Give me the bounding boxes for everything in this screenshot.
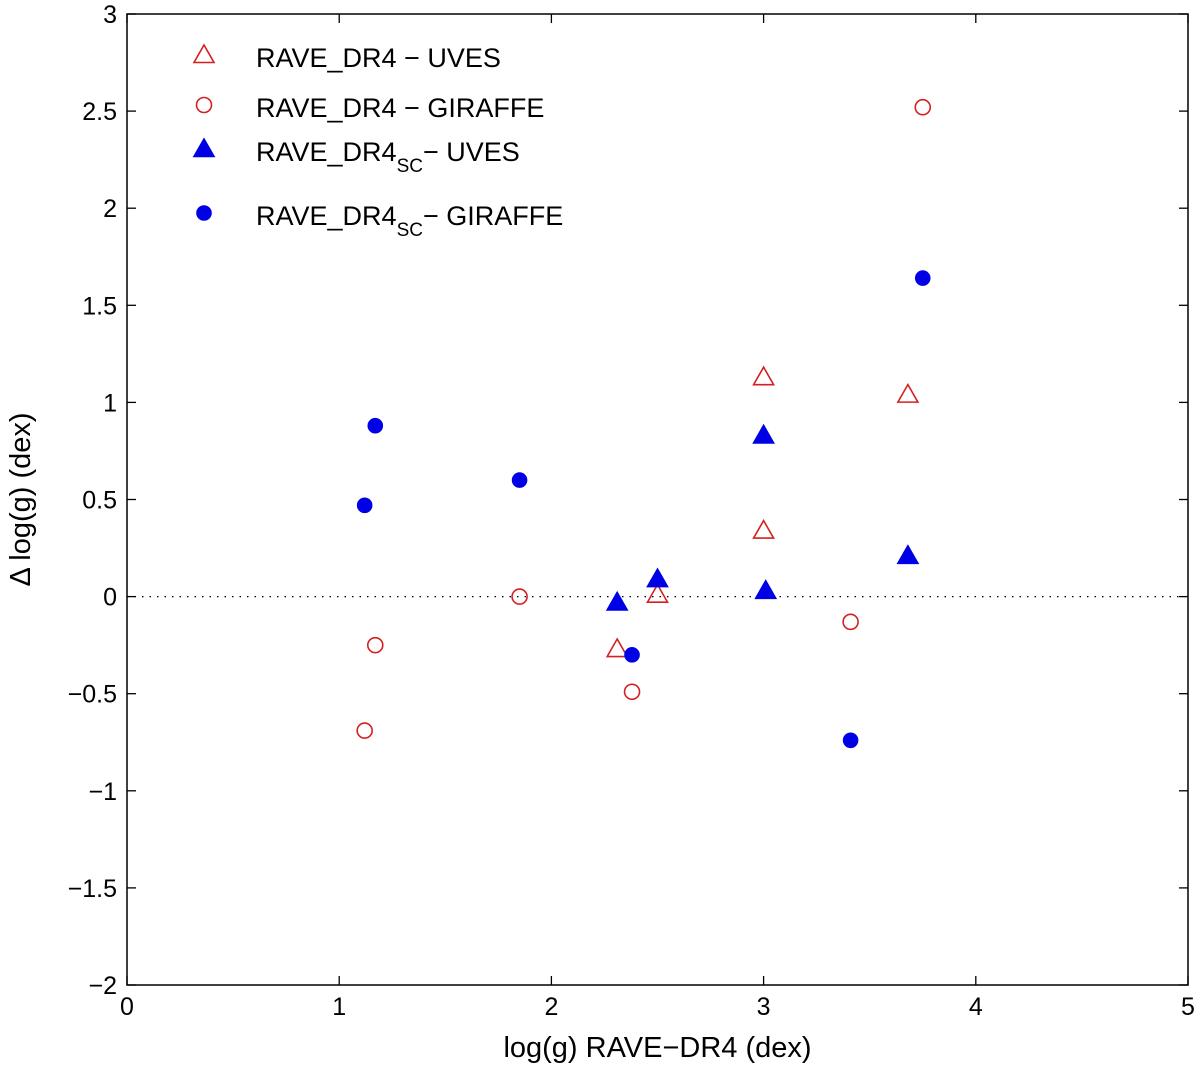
x-tick-label: 1 (332, 993, 346, 1021)
series-3-point (896, 544, 920, 565)
legend-label-tail: − GIRAFFE (423, 201, 563, 231)
series-2-point (356, 722, 373, 739)
y-tick-label: 2.5 (82, 98, 117, 126)
series-4-point (511, 472, 528, 488)
series-1-point (752, 365, 775, 386)
x-tick-label: 0 (120, 993, 134, 1021)
data-points (356, 98, 932, 749)
y-tick-label: 1 (103, 389, 117, 417)
legend-label-tail: − UVES (423, 137, 520, 167)
legend-label-4: RAVE_DR4SC− GIRAFFE (256, 201, 563, 241)
series-1-point (752, 518, 775, 539)
legend-label-main: RAVE_DR4 − UVES (256, 43, 501, 73)
y-tick-label: −0.5 (68, 681, 117, 709)
series-3-point (754, 579, 778, 600)
series-4-point (624, 647, 640, 663)
series-3-point (605, 590, 629, 611)
x-tick-label: 4 (969, 993, 983, 1021)
y-tick-label: −1.5 (68, 875, 117, 903)
series-2-point (623, 683, 641, 701)
series-4-point (367, 417, 384, 434)
series-4-point (356, 497, 373, 514)
series-1-point (605, 637, 629, 658)
series-3-point (646, 567, 669, 588)
series-2-point (366, 636, 384, 654)
series-2-point (511, 588, 528, 605)
legend-label-subscript: SC (397, 156, 423, 177)
legend-label-subscript: SC (397, 220, 423, 241)
axis-ticks (126, 13, 1189, 986)
legend-label-2: RAVE_DR4 − GIRAFFE (256, 93, 544, 123)
y-tick-label: 0 (103, 584, 117, 612)
x-tick-label: 2 (544, 993, 558, 1021)
legend-marker-1 (192, 43, 216, 64)
legend-label-1: RAVE_DR4 − UVES (256, 43, 501, 73)
plot-area (126, 13, 1189, 986)
y-tick-label: 0.5 (82, 487, 117, 515)
y-tick-label: −2 (88, 972, 117, 1000)
legend-label-main: RAVE_DR4 (256, 137, 397, 167)
series-1-point (896, 383, 920, 403)
legend-marker-3 (192, 137, 216, 158)
y-tick-label: 1.5 (82, 292, 117, 320)
axis-tick-labels: 0 1 2 3 4 5 −2 −1.5 −1 −0.5 0 0.5 1 1.5 2 2.5 3 (68, 1, 1195, 1021)
y-tick-label: 3 (103, 1, 117, 29)
x-tick-label: 5 (1181, 993, 1195, 1021)
series-2-point (914, 98, 932, 116)
legend-label-main: RAVE_DR4 − GIRAFFE (256, 93, 544, 123)
legend-label-3: RAVE_DR4SC− UVES (256, 137, 520, 177)
series-3-point (752, 423, 775, 444)
legend-label-main: RAVE_DR4 (256, 201, 397, 231)
legend-marker-2 (195, 96, 213, 114)
y-tick-label: 2 (103, 195, 117, 223)
series-1-point (646, 583, 669, 603)
y-tick-label: −1 (88, 778, 117, 806)
y-axis-title: Δ log(g) (dex) (5, 412, 37, 586)
x-tick-label: 3 (757, 993, 771, 1021)
series-2-point (842, 613, 859, 631)
x-axis-title: log(g) RAVE−DR4 (dex) (503, 1032, 811, 1064)
series-4-point (914, 270, 931, 286)
legend-marker-4 (196, 205, 212, 221)
series-4-point (842, 732, 859, 749)
